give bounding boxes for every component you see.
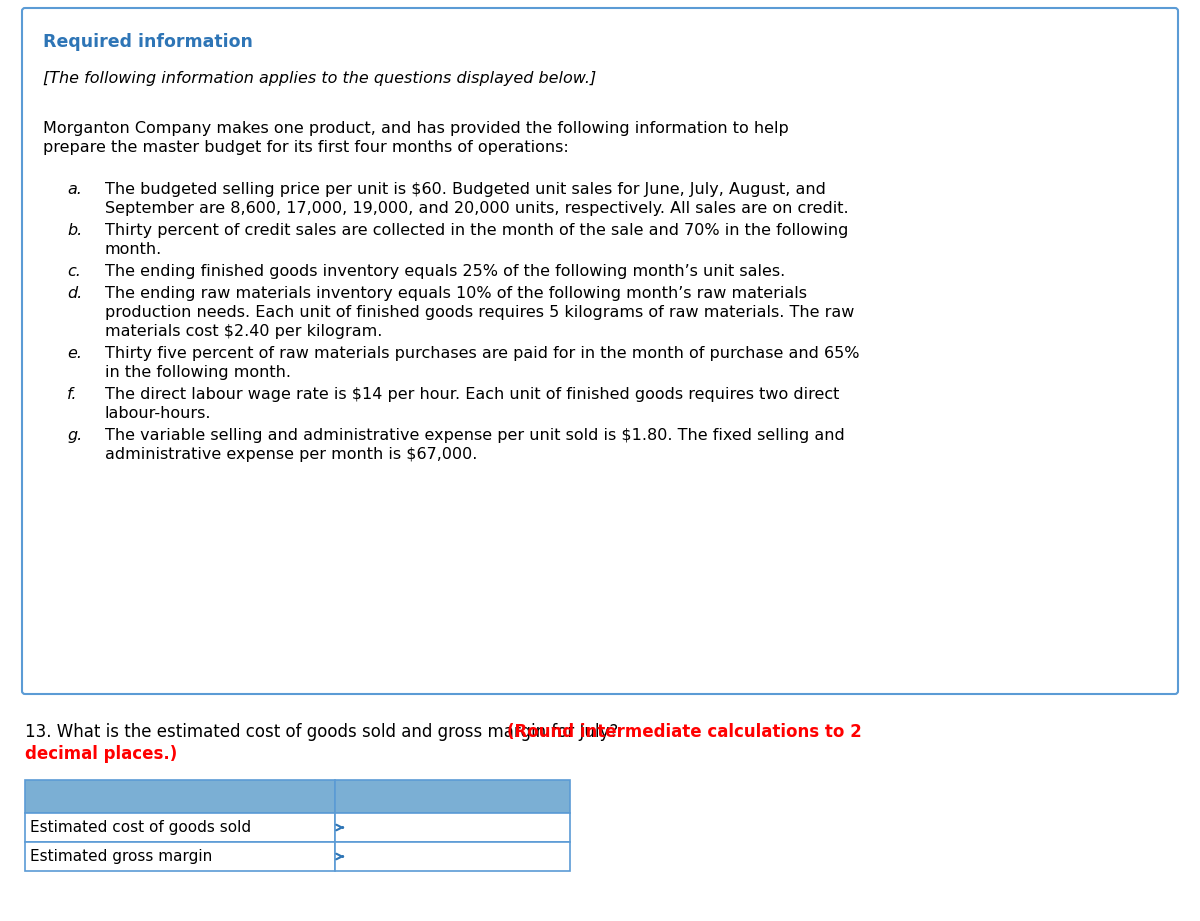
Text: c.: c.: [67, 264, 80, 279]
Text: labour-hours.: labour-hours.: [106, 406, 211, 421]
Text: (Round intermediate calculations to 2: (Round intermediate calculations to 2: [508, 723, 862, 741]
Text: decimal places.): decimal places.): [25, 745, 178, 763]
Bar: [335, 842, 570, 871]
Text: Morganton Company makes one product, and has provided the following information : Morganton Company makes one product, and…: [43, 121, 788, 136]
Bar: [25, 813, 335, 842]
Text: materials cost $2.40 per kilogram.: materials cost $2.40 per kilogram.: [106, 324, 383, 339]
Text: g.: g.: [67, 428, 83, 443]
Text: in the following month.: in the following month.: [106, 365, 292, 380]
Text: e.: e.: [67, 346, 82, 361]
Text: September are 8,600, 17,000, 19,000, and 20,000 units, respectively. All sales a: September are 8,600, 17,000, 19,000, and…: [106, 201, 848, 216]
Text: The direct labour wage rate is $14 per hour. Each unit of finished goods require: The direct labour wage rate is $14 per h…: [106, 387, 839, 402]
FancyBboxPatch shape: [22, 8, 1178, 694]
Text: [The following information applies to the questions displayed below.]: [The following information applies to th…: [43, 71, 596, 86]
Text: f.: f.: [67, 387, 78, 402]
Text: Thirty five percent of raw materials purchases are paid for in the month of purc: Thirty five percent of raw materials pur…: [106, 346, 859, 361]
Text: Thirty percent of credit sales are collected in the month of the sale and 70% in: Thirty percent of credit sales are colle…: [106, 223, 848, 238]
Text: The budgeted selling price per unit is $60. Budgeted unit sales for June, July, : The budgeted selling price per unit is $…: [106, 182, 826, 197]
Bar: [335, 813, 570, 842]
Text: The ending raw materials inventory equals 10% of the following month’s raw mater: The ending raw materials inventory equal…: [106, 286, 808, 301]
Text: Estimated cost of goods sold: Estimated cost of goods sold: [30, 820, 251, 835]
Text: a.: a.: [67, 182, 82, 197]
Bar: [25, 842, 335, 871]
Text: d.: d.: [67, 286, 83, 301]
Text: b.: b.: [67, 223, 83, 238]
Text: The variable selling and administrative expense per unit sold is $1.80. The fixe: The variable selling and administrative …: [106, 428, 845, 443]
Text: month.: month.: [106, 242, 162, 257]
Text: prepare the master budget for its first four months of operations:: prepare the master budget for its first …: [43, 140, 569, 155]
Text: The ending finished goods inventory equals 25% of the following month’s unit sal: The ending finished goods inventory equa…: [106, 264, 785, 279]
Text: Estimated gross margin: Estimated gross margin: [30, 849, 212, 864]
Text: 13. What is the estimated cost of goods sold and gross margin for July?: 13. What is the estimated cost of goods …: [25, 723, 624, 741]
Text: production needs. Each unit of finished goods requires 5 kilograms of raw materi: production needs. Each unit of finished …: [106, 305, 854, 320]
Bar: [335, 780, 570, 813]
Text: administrative expense per month is $67,000.: administrative expense per month is $67,…: [106, 447, 478, 462]
Text: Required information: Required information: [43, 33, 253, 51]
Bar: [25, 780, 335, 813]
